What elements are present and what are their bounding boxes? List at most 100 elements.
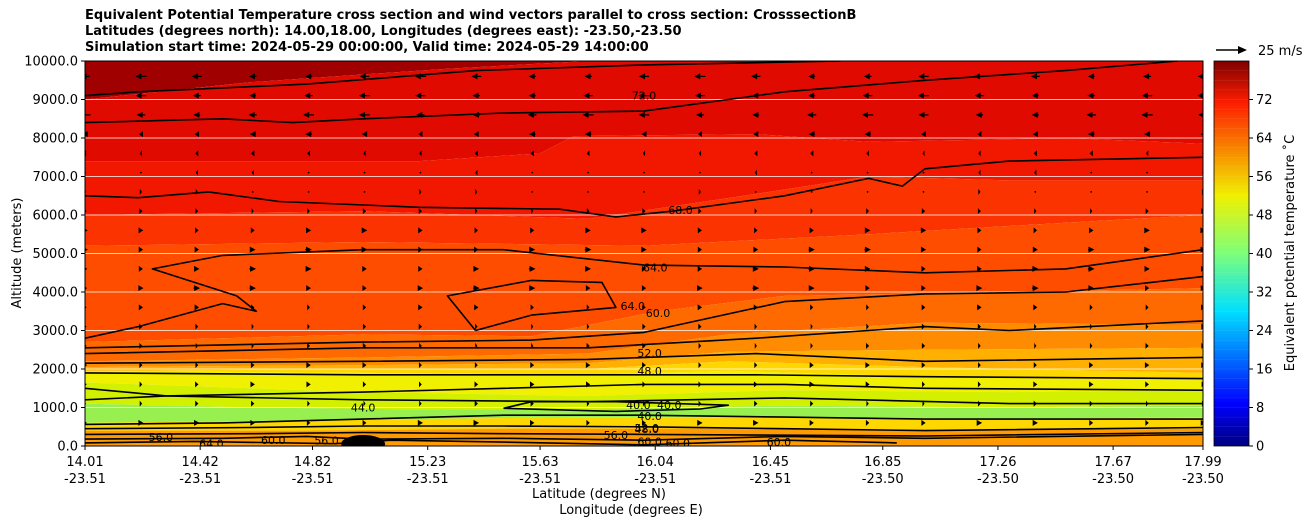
contour-label-1: 68.0 — [668, 204, 693, 217]
x-tick-label-lat-1: 14.42 — [182, 455, 219, 470]
x-tick-label-lat-2: 14.82 — [294, 455, 331, 470]
wind-vector-head — [307, 323, 310, 330]
wind-vector-head — [528, 92, 535, 99]
wind-vector-head — [1088, 265, 1095, 272]
contour-label-4: 60.0 — [646, 307, 671, 320]
wind-vector-head — [139, 381, 143, 388]
wind-vector-head — [697, 285, 703, 292]
wind-vector-head — [697, 304, 703, 311]
wind-vector-head — [474, 227, 478, 234]
wind-vector-head — [1089, 150, 1093, 157]
y-tick-label-2: 2000.0 — [33, 363, 79, 378]
wind-vector-head — [974, 92, 981, 99]
wind-vector-head — [528, 73, 535, 80]
wind-vector — [810, 171, 813, 174]
contour-line-7 — [85, 352, 1203, 364]
wind-vector-head — [808, 246, 815, 253]
wind-vector-head — [473, 419, 480, 426]
grid-lines — [85, 99, 1203, 408]
y-tick-label-8: 8000.0 — [33, 132, 79, 147]
wind-vector-head — [1033, 381, 1038, 388]
wind-vector-head — [977, 265, 982, 272]
wind-vector-head — [977, 208, 981, 215]
colorbar-tick-label-7: 56 — [1256, 170, 1273, 185]
wind-vector-head — [250, 362, 255, 369]
y-tick-label-1: 1000.0 — [33, 401, 79, 416]
wind-vector-head — [529, 285, 536, 292]
wind-vector-head — [754, 208, 757, 215]
wind-vector-head — [584, 131, 591, 138]
wind-vector-head — [977, 227, 982, 234]
wind-vector-head — [306, 381, 311, 388]
chart-title-line-3: Simulation start time: 2024-05-29 00:00:… — [85, 40, 649, 55]
wind-vector — [1090, 191, 1093, 193]
wind-vector-head — [195, 381, 199, 388]
x-tick-label-lon-4: -23.51 — [519, 472, 561, 487]
wind-vector-head — [531, 208, 534, 215]
wind-vector-head — [642, 304, 646, 311]
wind-vector-head — [417, 285, 424, 292]
quiver-key-arrow-head — [1238, 46, 1247, 54]
contour-line-15 — [85, 433, 1203, 441]
quiver-key: 25 m/s — [1216, 44, 1303, 59]
wind-vector-head — [1034, 323, 1037, 330]
wind-vector-head — [475, 188, 478, 195]
wind-vector-head — [414, 73, 421, 80]
contour-label-12: 56.0 — [604, 429, 629, 442]
wind-vector-head — [530, 304, 534, 311]
wind-vector-head — [1034, 342, 1037, 349]
wind-vector-head — [582, 111, 589, 118]
wind-vector-head — [249, 92, 256, 99]
wind-vector-head — [642, 150, 646, 157]
wind-vector — [866, 171, 869, 174]
x-tick-label-lon-0: -23.51 — [64, 472, 106, 487]
y-tick-label-5: 5000.0 — [33, 247, 79, 262]
wind-vector-head — [362, 323, 367, 330]
wind-vector-head — [474, 362, 478, 369]
wind-vector-head — [1031, 111, 1038, 118]
wind-vector-head — [641, 246, 647, 253]
wind-vector-head — [418, 246, 423, 253]
wind-vector-head — [808, 131, 815, 138]
wind-vector-head — [418, 265, 423, 272]
wind-vector-head — [194, 285, 201, 292]
colorbar-tick-label-6: 48 — [1256, 209, 1273, 224]
wind-vector-head — [752, 265, 759, 272]
wind-vector-head — [474, 150, 478, 157]
x-tick-label-lon-10: -23.50 — [1182, 472, 1224, 487]
wind-vector-head — [698, 381, 702, 388]
wind-vector-head — [921, 208, 926, 215]
wind-vector-head — [527, 111, 534, 118]
wind-vector-head — [698, 323, 702, 330]
wind-vector-head — [642, 208, 646, 215]
contour-line-0 — [85, 61, 841, 97]
wind-vector-head — [1144, 265, 1150, 272]
x-tick-label-lat-8: 17.26 — [979, 455, 1016, 470]
wind-vector-head — [753, 246, 759, 253]
wind-vector-head — [418, 304, 423, 311]
wind-vector-head — [753, 381, 758, 388]
contour-label-16: 56.0 — [314, 435, 339, 448]
wind-vector-head — [1141, 92, 1148, 99]
wind-vector-head — [248, 111, 255, 118]
wind-vector-head — [1145, 285, 1150, 292]
wind-vector-head — [138, 131, 143, 138]
wind-vector-head — [362, 362, 367, 369]
wind-vector — [1146, 191, 1148, 193]
colorbar-tick-label-8: 64 — [1256, 132, 1273, 147]
x-tick-label-lat-6: 16.45 — [752, 455, 789, 470]
wind-vector-head — [584, 73, 591, 80]
wind-vector-head — [1144, 362, 1150, 369]
colorbar-tick-label-2: 16 — [1256, 363, 1273, 378]
contour-label-2: 64.0 — [643, 262, 668, 275]
colorbar-ticks: 0 8 16 24 32 40 48 56 64 72 — [1214, 70, 1273, 455]
wind-vector-head — [251, 169, 254, 176]
wind-vector-head — [753, 285, 760, 292]
wind-vector-head — [922, 400, 925, 407]
wind-vector-head — [251, 323, 254, 330]
wind-vector-head — [472, 92, 479, 99]
wind-vector-head — [138, 419, 144, 426]
wind-vector-head — [1033, 304, 1038, 311]
contour-label-0: 72.0 — [632, 90, 657, 103]
wind-vector-head — [1032, 265, 1039, 272]
